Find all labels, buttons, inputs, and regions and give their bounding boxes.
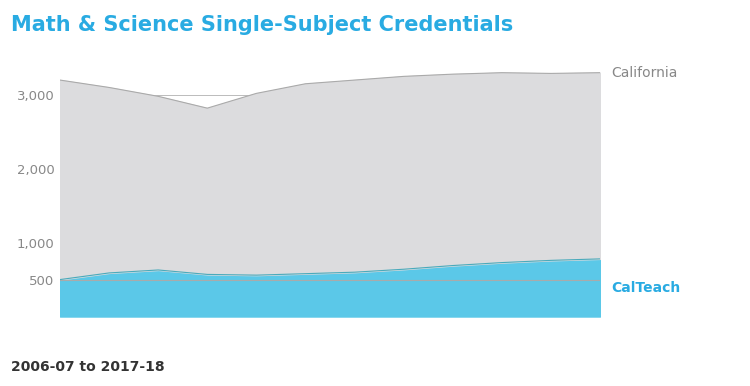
Text: Math & Science Single-Subject Credentials: Math & Science Single-Subject Credential… xyxy=(11,15,514,36)
Text: CalTeach: CalTeach xyxy=(611,281,680,295)
Text: 2006-07 to 2017-18: 2006-07 to 2017-18 xyxy=(11,361,165,374)
Text: California: California xyxy=(611,66,677,80)
